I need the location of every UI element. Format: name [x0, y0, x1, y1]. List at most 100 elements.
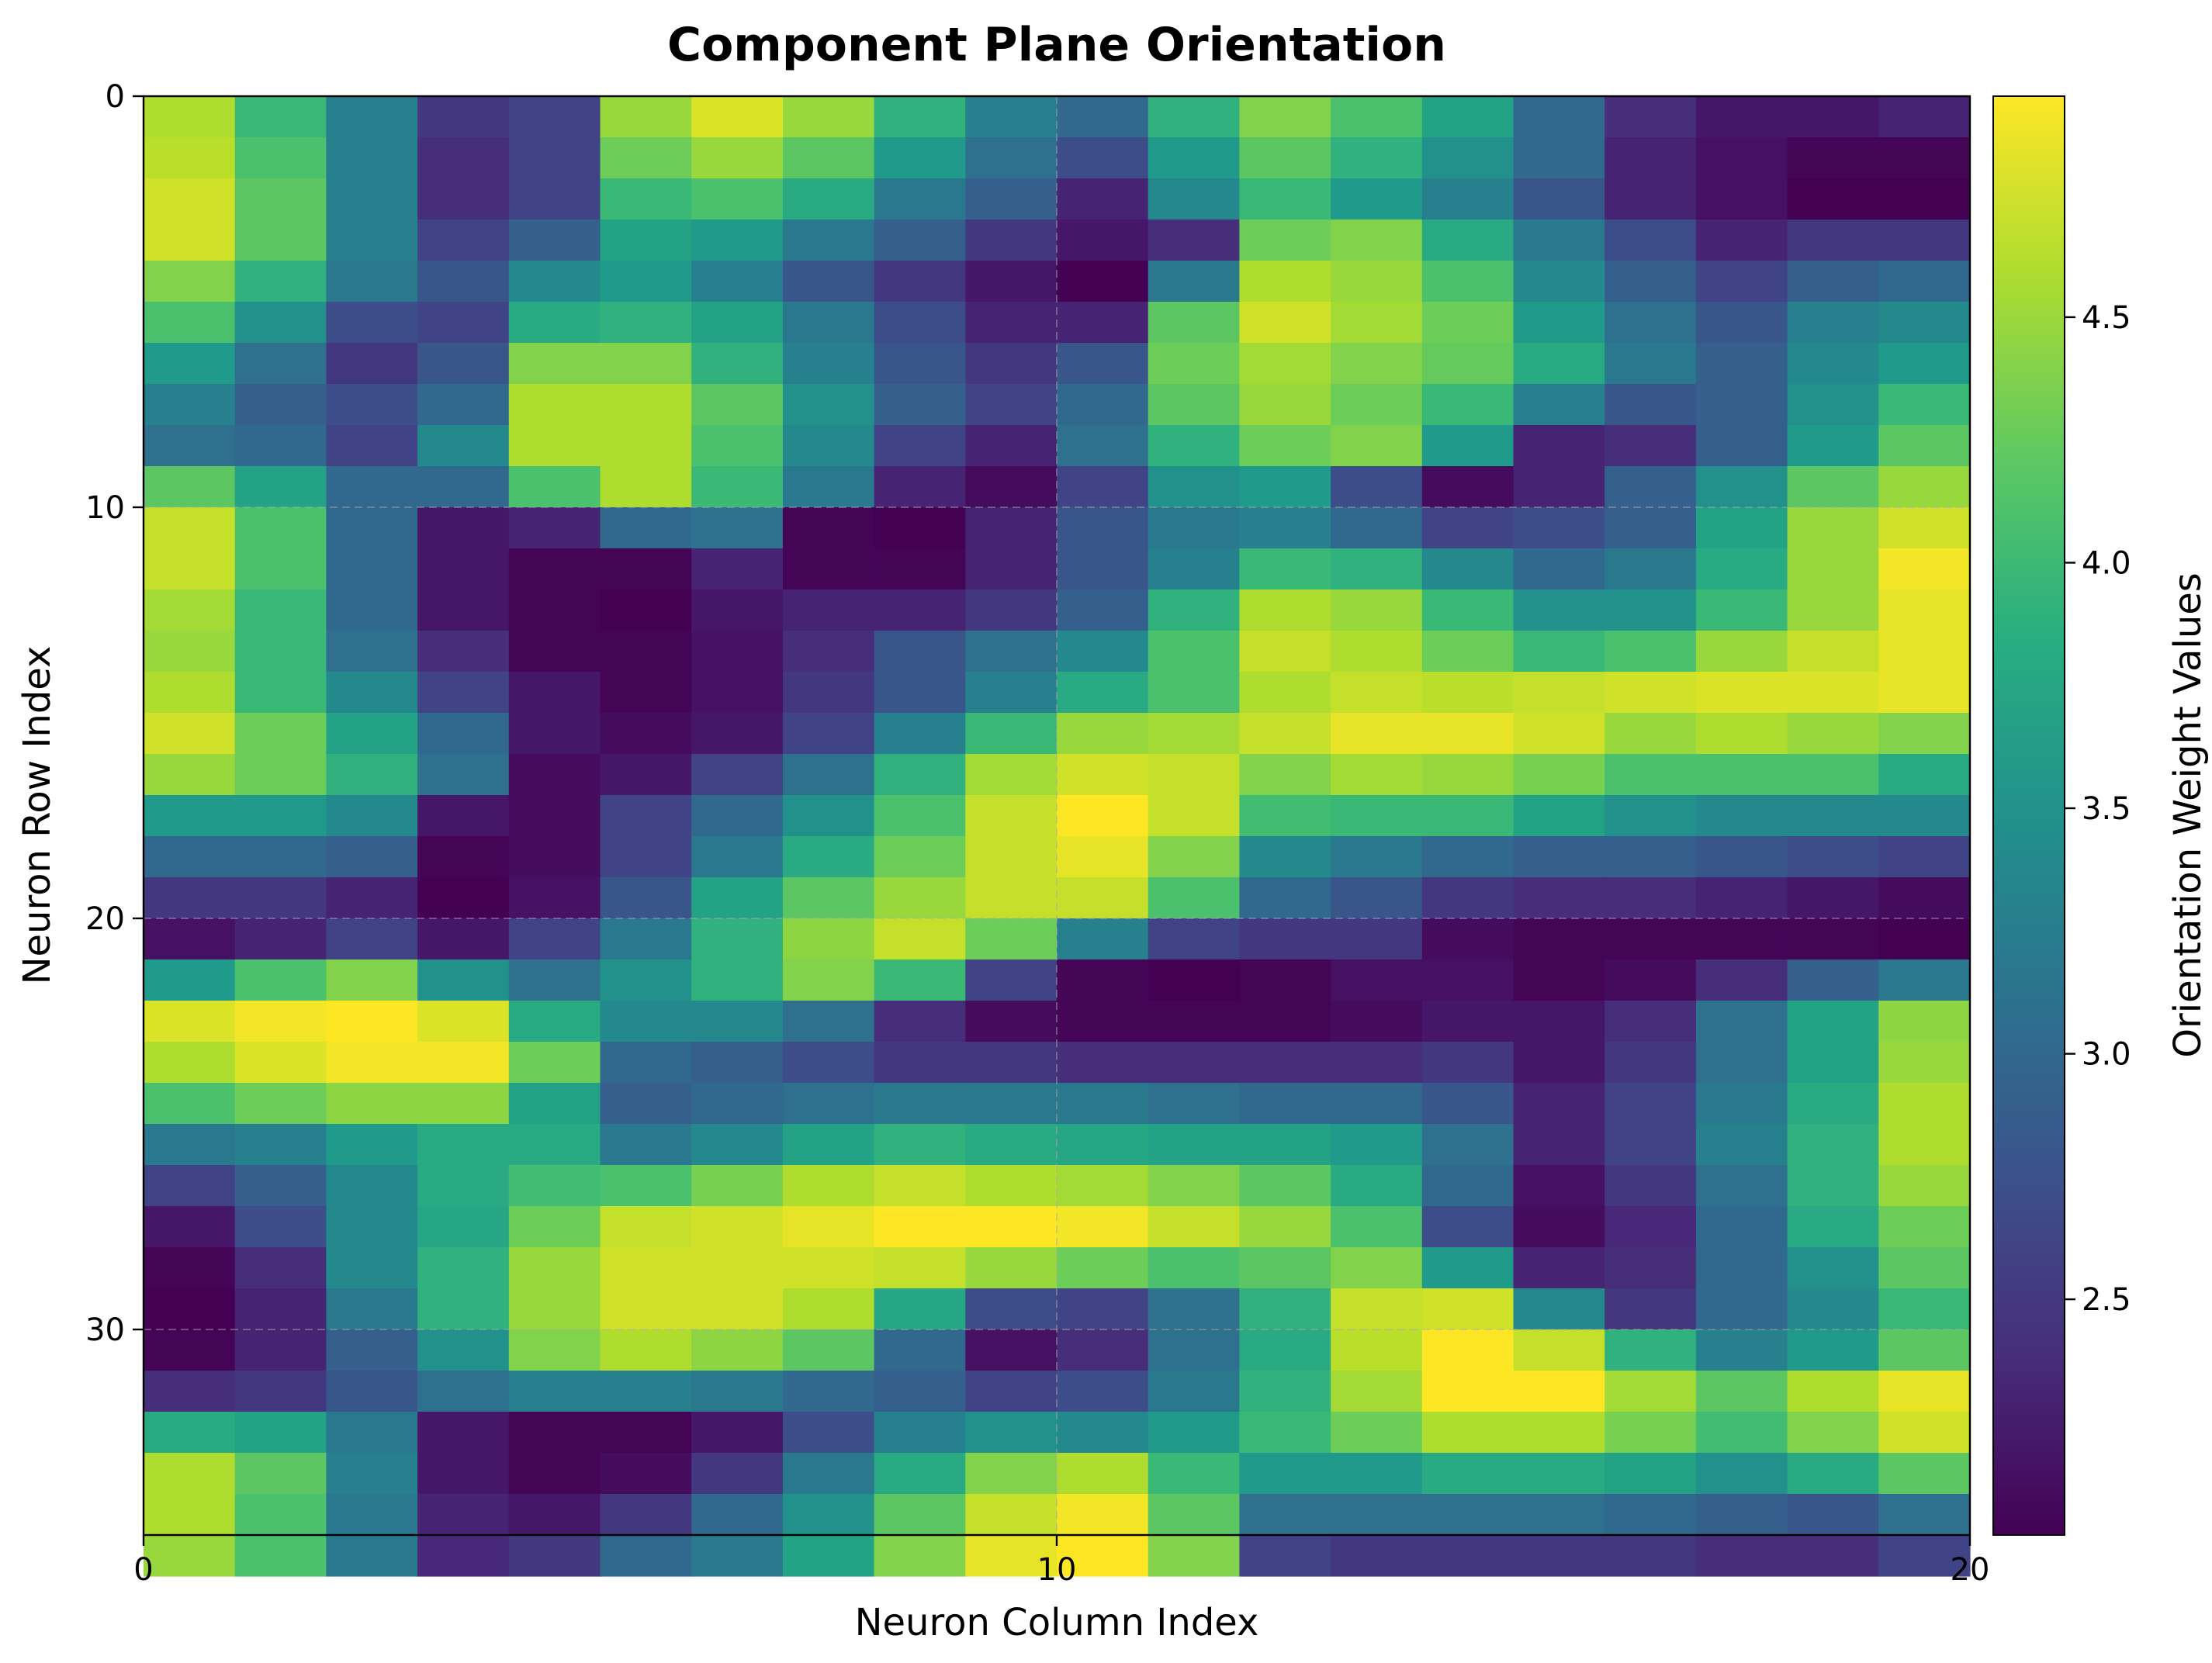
heatmap-cell-r23-c10 — [1057, 1042, 1149, 1084]
heatmap-cell-r4-c11 — [1148, 261, 1240, 303]
heatmap-cell-r1-c2 — [326, 137, 418, 179]
heatmap-cell-r34-c14 — [1421, 1494, 1514, 1536]
heatmap-cell-r14-c17 — [1695, 672, 1788, 714]
heatmap-cell-r19-c13 — [1331, 877, 1423, 919]
heatmap-cell-r22-c10 — [1057, 1001, 1149, 1042]
heatmap-cell-r11-c5 — [600, 548, 692, 590]
heatmap-cell-r25-c3 — [417, 1124, 510, 1166]
heatmap-cell-r18-c14 — [1421, 836, 1514, 878]
colorbar-tick-label-3: 4.0 — [2082, 545, 2131, 581]
heatmap-cell-r2-c2 — [326, 178, 418, 220]
heatmap-cell-r11-c4 — [508, 548, 601, 590]
heatmap-cell-r20-c0 — [144, 918, 236, 960]
heatmap-cell-r8-c10 — [1057, 425, 1149, 467]
heatmap-cell-r19-c6 — [691, 877, 784, 919]
heatmap-cell-r25-c4 — [508, 1124, 601, 1166]
heatmap-cell-r3-c8 — [874, 220, 966, 261]
heatmap-cell-r16-c18 — [1787, 754, 1879, 796]
heatmap-cell-r28-c0 — [144, 1247, 236, 1289]
heatmap-cell-r20-c19 — [1878, 918, 1971, 960]
heatmap-cell-r8-c15 — [1513, 425, 1605, 467]
heatmap-cell-r19-c19 — [1878, 877, 1971, 919]
heatmap-cell-r17-c16 — [1604, 795, 1697, 837]
heatmap-cell-r17-c9 — [965, 795, 1058, 837]
heatmap-cell-r27-c18 — [1787, 1206, 1879, 1248]
heatmap-cell-r28-c16 — [1604, 1247, 1697, 1289]
heatmap-cell-r0-c6 — [691, 96, 784, 138]
heatmap-cell-r30-c7 — [782, 1329, 875, 1371]
heatmap-cell-r21-c0 — [144, 959, 236, 1001]
heatmap-cell-r35-c3 — [417, 1535, 510, 1577]
heatmap-cell-r32-c0 — [144, 1412, 236, 1454]
heatmap-cell-r15-c15 — [1513, 713, 1605, 755]
heatmap-cell-r14-c5 — [600, 672, 692, 714]
heatmap-cell-r33-c3 — [417, 1453, 510, 1495]
heatmap-cell-r15-c6 — [691, 713, 784, 755]
heatmap-cell-r30-c6 — [691, 1329, 784, 1371]
heatmap-cell-r26-c3 — [417, 1165, 510, 1207]
heatmap-cell-r21-c19 — [1878, 959, 1971, 1001]
heatmap-cell-r26-c6 — [691, 1165, 784, 1207]
heatmap-cell-r7-c17 — [1695, 384, 1788, 426]
y-axis-ticks: 0 10 20 30 — [85, 79, 144, 1348]
heatmap-cell-r35-c9 — [965, 1535, 1058, 1577]
heatmap-cell-r9-c10 — [1057, 466, 1149, 508]
heatmap-cell-r28-c18 — [1787, 1247, 1879, 1289]
heatmap-cell-r34-c9 — [965, 1494, 1058, 1536]
heatmap-cell-r18-c13 — [1331, 836, 1423, 878]
heatmap-cell-r18-c10 — [1057, 836, 1149, 878]
heatmap-cell-r34-c5 — [600, 1494, 692, 1536]
heatmap-cell-r33-c17 — [1695, 1453, 1788, 1495]
heatmap-cell-r23-c13 — [1331, 1042, 1423, 1084]
heatmap-cell-r22-c12 — [1239, 1001, 1331, 1042]
heatmap-cell-r20-c9 — [965, 918, 1058, 960]
heatmap-cell-r22-c19 — [1878, 1001, 1971, 1042]
heatmap-cell-r12-c7 — [782, 589, 875, 631]
heatmap-cell-r33-c7 — [782, 1453, 875, 1495]
heatmap-cell-r19-c4 — [508, 877, 601, 919]
heatmap-cell-r21-c2 — [326, 959, 418, 1001]
heatmap-cell-r18-c2 — [326, 836, 418, 878]
heatmap-cell-r25-c12 — [1239, 1124, 1331, 1166]
heatmap-cell-r21-c9 — [965, 959, 1058, 1001]
heatmap-cell-r32-c8 — [874, 1412, 966, 1454]
heatmap-cell-r1-c5 — [600, 137, 692, 179]
heatmap-cell-r30-c2 — [326, 1329, 418, 1371]
heatmap-cell-r23-c0 — [144, 1042, 236, 1084]
heatmap-cell-r2-c5 — [600, 178, 692, 220]
heatmap-cell-r30-c8 — [874, 1329, 966, 1371]
x-axis-label: Neuron Column Index — [855, 1601, 1259, 1644]
heatmap-cell-r20-c18 — [1787, 918, 1879, 960]
heatmap-cell-r23-c16 — [1604, 1042, 1697, 1084]
heatmap-cell-r22-c4 — [508, 1001, 601, 1042]
heatmap-cell-r17-c2 — [326, 795, 418, 837]
heatmap-cell-r3-c10 — [1057, 220, 1149, 261]
heatmap-cell-r35-c1 — [234, 1535, 327, 1577]
heatmap-cell-r22-c0 — [144, 1001, 236, 1042]
heatmap-cell-r26-c10 — [1057, 1165, 1149, 1207]
heatmap-cell-r24-c16 — [1604, 1083, 1697, 1125]
heatmap-cell-r11-c8 — [874, 548, 966, 590]
heatmap-cell-r11-c0 — [144, 548, 236, 590]
colorbar-tick-label-0: 2.5 — [2082, 1282, 2131, 1318]
heatmap-cell-r33-c8 — [874, 1453, 966, 1495]
heatmap-cell-r15-c14 — [1421, 713, 1514, 755]
heatmap-cell-r12-c11 — [1148, 589, 1240, 631]
heatmap-cell-r4-c4 — [508, 261, 601, 303]
y-tick-label-2: 20 — [85, 901, 125, 937]
heatmap-cell-r1-c1 — [234, 137, 327, 179]
heatmap-cell-r24-c13 — [1331, 1083, 1423, 1125]
heatmap-cell-r33-c19 — [1878, 1453, 1971, 1495]
heatmap-cell-r28-c4 — [508, 1247, 601, 1289]
heatmap-cell-r34-c11 — [1148, 1494, 1240, 1536]
heatmap-cell-r2-c9 — [965, 178, 1058, 220]
heatmap-cell-r17-c18 — [1787, 795, 1879, 837]
heatmap-cell-r31-c7 — [782, 1371, 875, 1412]
heatmap-cell-r29-c7 — [782, 1288, 875, 1330]
heatmap-cell-r27-c17 — [1695, 1206, 1788, 1248]
heatmap-cell-r19-c3 — [417, 877, 510, 919]
heatmap-cell-r35-c2 — [326, 1535, 418, 1577]
heatmap-cell-r10-c3 — [417, 507, 510, 549]
heatmap-cell-r11-c2 — [326, 548, 418, 590]
heatmap-cell-r5-c16 — [1604, 302, 1697, 344]
